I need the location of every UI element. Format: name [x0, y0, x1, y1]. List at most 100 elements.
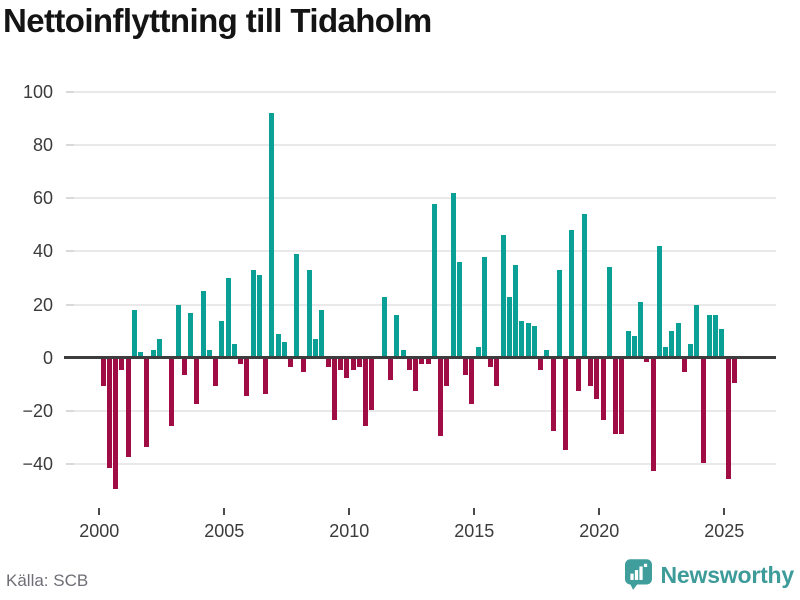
bar-2013-Q2: [431, 203, 437, 358]
bar-2019-Q2: [581, 214, 587, 358]
bar-2002-Q2: [156, 339, 162, 358]
bar-2004-Q4: [219, 320, 225, 358]
x-axis-label-2010: 2010: [329, 521, 370, 541]
bar-2016-Q3: [513, 264, 518, 358]
bar-2022-Q2: [656, 246, 662, 358]
bar-2016-Q1: [500, 235, 506, 358]
x-axis-tick-2020: [598, 508, 601, 515]
bar-2017-Q2: [531, 325, 537, 358]
bar-2014-Q2: [456, 262, 462, 358]
x-axis-tick-2000: [98, 508, 101, 515]
bar-2018-Q1: [550, 359, 556, 431]
bar-2007-Q2: [281, 341, 287, 358]
bar-2017-Q4: [544, 349, 550, 358]
bar-2005-Q3: [238, 359, 243, 365]
bar-2020-Q4: [619, 359, 625, 434]
bar-2004-Q3: [213, 359, 218, 386]
source-label: Källa: SCB: [6, 571, 89, 590]
bar-2024-Q3: [713, 315, 718, 358]
bar-2009-Q4: [344, 359, 350, 378]
bar-2010-Q1: [350, 359, 356, 370]
newsworthy-brand: Newsworthy: [624, 559, 794, 591]
bar-2005-Q1: [225, 278, 231, 358]
bar-2013-Q3: [438, 359, 443, 437]
zero-axis-line: [64, 356, 776, 360]
bar-2006-Q3: [263, 359, 268, 394]
bar-2003-Q2: [181, 359, 187, 376]
bar-2021-Q2: [631, 336, 637, 358]
bar-2007-Q1: [275, 333, 281, 358]
bar-2001-Q2: [131, 309, 137, 358]
y-axis-tick: [66, 463, 74, 465]
y-axis-tick: [66, 250, 74, 253]
bar-2025-Q1: [725, 359, 731, 479]
bar-2024-Q1: [700, 359, 706, 463]
bar-2022-Q4: [669, 331, 675, 358]
bar-2025-Q2: [731, 359, 737, 384]
bar-2015-Q4: [494, 359, 500, 386]
bar-2002-Q1: [150, 349, 156, 358]
bar-2008-Q1: [300, 359, 306, 373]
y-axis-label: 100: [22, 81, 53, 102]
bar-2014-Q4: [469, 359, 475, 405]
bar-2010-Q4: [369, 359, 375, 410]
bar-2012-Q3: [413, 359, 418, 392]
bar-2023-Q1: [675, 323, 681, 358]
y-axis-label: 20: [32, 294, 53, 315]
y-axis-tick: [66, 303, 74, 306]
gridline-y-40: [69, 463, 776, 465]
bar-2003-Q3: [188, 312, 193, 358]
bar-2019-Q4: [594, 359, 600, 400]
x-axis-tick-2015: [473, 508, 476, 515]
gridline-y40: [69, 250, 776, 253]
bar-2005-Q4: [244, 359, 250, 397]
y-axis-tick: [66, 144, 74, 147]
y-axis-label: 0: [42, 347, 53, 368]
bar-2009-Q3: [338, 359, 343, 370]
bar-2016-Q4: [519, 320, 525, 358]
bar-2011-Q2: [381, 296, 387, 358]
bar-2000-Q2: [106, 359, 112, 469]
bar-2007-Q3: [288, 359, 293, 368]
gridline-y-20: [69, 409, 776, 412]
bar-2023-Q4: [694, 304, 700, 358]
bar-2003-Q4: [194, 359, 200, 405]
bar-2011-Q4: [394, 315, 400, 358]
bar-2009-Q1: [325, 359, 331, 368]
y-axis-label: −20: [22, 400, 53, 421]
bar-2018-Q4: [569, 230, 575, 358]
bar-2020-Q3: [613, 359, 618, 434]
x-axis-label-2000: 2000: [79, 521, 120, 541]
bar-2008-Q4: [319, 309, 325, 358]
chart-title: Nettoinflyttning till Tidaholm: [3, 2, 432, 39]
bar-2012-Q1: [400, 349, 406, 358]
bar-2023-Q3: [688, 344, 693, 358]
bar-2023-Q2: [681, 359, 687, 373]
bar-2004-Q1: [200, 291, 206, 358]
bar-2012-Q4: [419, 359, 425, 365]
bar-2015-Q2: [481, 256, 487, 358]
bar-2013-Q4: [444, 359, 450, 386]
y-axis-label: 60: [32, 188, 53, 209]
x-axis-tick-2005: [223, 508, 226, 515]
bar-2007-Q4: [294, 254, 300, 358]
bar-2024-Q4: [719, 328, 725, 358]
x-axis-label-2025: 2025: [704, 521, 745, 541]
bar-2014-Q3: [463, 359, 468, 376]
y-axis-tick: [66, 409, 74, 412]
bar-2001-Q3: [138, 352, 143, 358]
bar-2008-Q2: [306, 270, 312, 358]
bar-2014-Q1: [450, 192, 456, 358]
x-axis-label-2015: 2015: [454, 521, 495, 541]
bar-2012-Q2: [406, 359, 412, 370]
bar-2001-Q4: [144, 359, 150, 447]
bar-2005-Q2: [231, 344, 237, 358]
bar-2000-Q1: [100, 359, 106, 386]
bar-2003-Q1: [175, 304, 181, 358]
bar-2015-Q3: [488, 359, 493, 368]
bar-2020-Q1: [600, 359, 606, 421]
gridline-y60: [69, 197, 776, 200]
bar-2004-Q2: [206, 349, 212, 358]
